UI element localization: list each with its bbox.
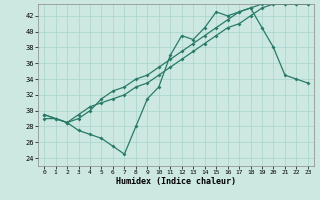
X-axis label: Humidex (Indice chaleur): Humidex (Indice chaleur) bbox=[116, 177, 236, 186]
